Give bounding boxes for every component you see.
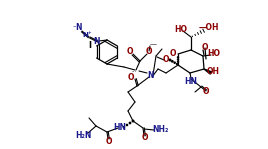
Text: ⁻N: ⁻N: [73, 24, 83, 32]
Text: NH₂: NH₂: [152, 125, 168, 135]
Text: H₂N: H₂N: [75, 131, 91, 139]
Text: N: N: [93, 38, 99, 46]
Text: —: —: [150, 41, 157, 47]
Text: O: O: [128, 73, 134, 83]
Text: O: O: [203, 87, 209, 96]
Circle shape: [174, 62, 175, 63]
Circle shape: [129, 122, 131, 124]
Text: HO: HO: [174, 24, 188, 34]
Circle shape: [177, 57, 178, 58]
Text: O: O: [106, 136, 112, 146]
Polygon shape: [204, 69, 212, 74]
Text: —OH: —OH: [199, 24, 219, 32]
Text: N⁺: N⁺: [82, 32, 92, 38]
Circle shape: [177, 61, 178, 62]
Text: ...: ...: [131, 69, 137, 73]
Text: O: O: [163, 55, 169, 65]
Text: N: N: [147, 70, 153, 80]
Text: O: O: [202, 44, 208, 52]
Circle shape: [126, 124, 128, 126]
Text: O: O: [142, 134, 148, 142]
Text: O: O: [127, 48, 133, 56]
Text: O: O: [146, 48, 152, 56]
Text: I: I: [88, 41, 91, 49]
Circle shape: [172, 61, 173, 62]
Text: O: O: [170, 49, 176, 58]
Text: OH: OH: [207, 67, 219, 76]
Text: HN: HN: [114, 124, 126, 132]
Text: HO: HO: [207, 49, 221, 59]
Circle shape: [177, 59, 178, 60]
Circle shape: [132, 120, 134, 122]
Text: HN: HN: [184, 76, 198, 86]
Circle shape: [124, 127, 125, 128]
Circle shape: [169, 59, 171, 61]
